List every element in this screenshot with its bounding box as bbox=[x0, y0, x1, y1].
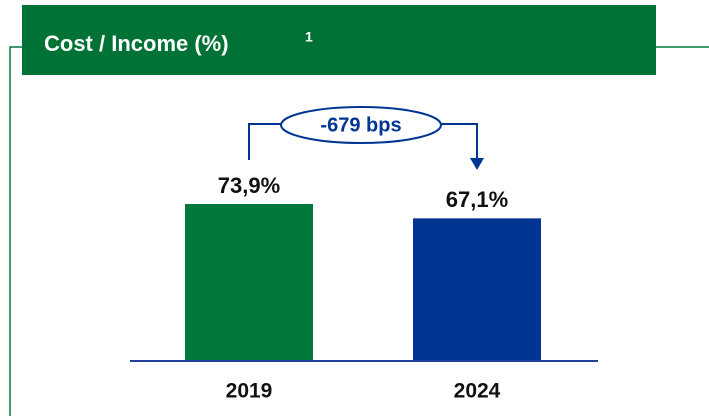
value-label: 67,1% bbox=[446, 187, 508, 212]
value-label: 73,9% bbox=[218, 173, 280, 198]
frame bbox=[9, 46, 709, 416]
chart-title: Cost / Income (%) bbox=[44, 31, 229, 56]
x-tick-label: 2024 bbox=[454, 380, 501, 403]
bar bbox=[185, 204, 313, 360]
x-tick-label: 2019 bbox=[226, 380, 273, 403]
arrowhead bbox=[470, 158, 484, 170]
header bbox=[22, 5, 656, 75]
bar bbox=[413, 218, 541, 360]
bracket bbox=[248, 123, 478, 160]
annotation-bubble bbox=[280, 106, 442, 144]
title-footnote: 1 bbox=[305, 29, 313, 45]
annotation: -679 bps bbox=[320, 114, 401, 136]
